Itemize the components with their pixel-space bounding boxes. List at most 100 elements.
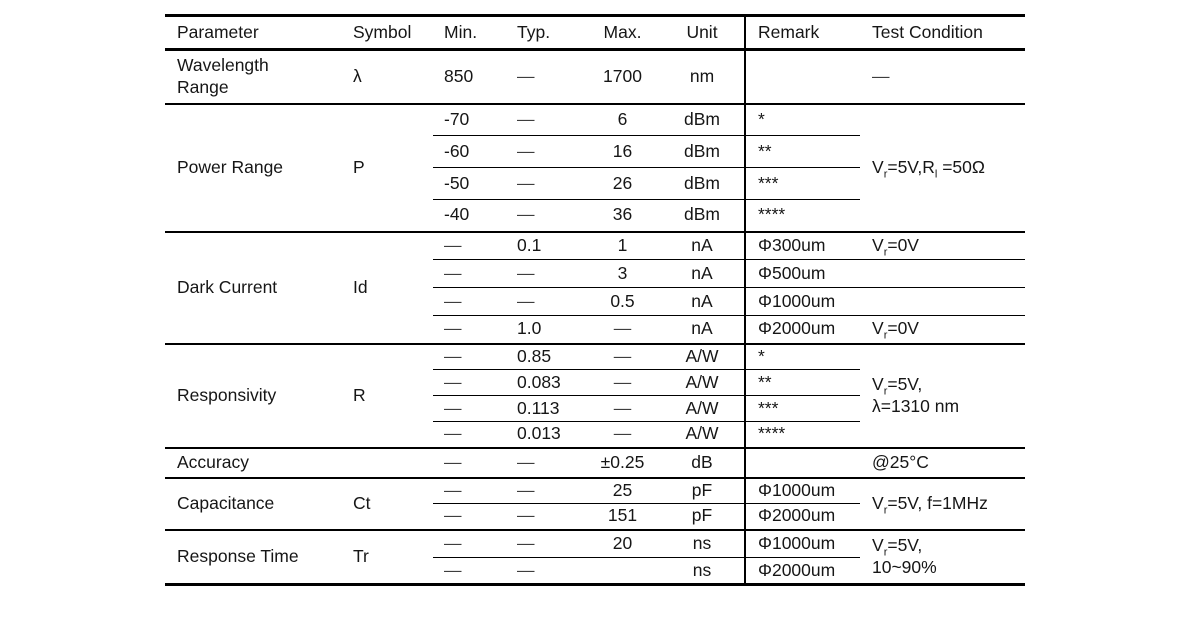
spec-table: Parameter Symbol Min. Typ. Max. Unit Rem…	[165, 14, 1025, 586]
cell-min: -60	[433, 135, 505, 168]
cell-min: —	[433, 446, 505, 478]
cell-symbol-capacitance: Ct	[350, 476, 433, 530]
cell-unit: A/W	[660, 369, 746, 396]
cell-unit: pF	[660, 503, 746, 530]
cell-max: 25	[585, 476, 660, 504]
table-row: Capacitance Ct — — 25 pF Φ1000um Vr=5V, …	[165, 476, 1025, 530]
cell-min: —	[433, 395, 505, 422]
cell-unit: A/W	[660, 421, 746, 448]
cell-max: —	[585, 369, 660, 396]
cell-parameter-wavelength: Wavelength Range	[165, 48, 350, 104]
table-row: Responsivity R — 0.85 — A/W * Vr=5V, λ=1…	[165, 342, 1025, 448]
cell-max: ±0.25	[585, 446, 660, 478]
cell-typ: —	[505, 199, 585, 232]
cell-max	[585, 557, 660, 585]
table-row: Response Time Tr — — 20 ns Φ1000um Vr=5V…	[165, 528, 1025, 585]
cell-remark: Φ1000um	[745, 287, 860, 316]
cell-parameter-dark-current: Dark Current	[165, 230, 350, 344]
cell-min: —	[433, 528, 505, 558]
cell-min: —	[433, 557, 505, 585]
cell-unit: nA	[660, 259, 746, 288]
cell-typ: —	[505, 446, 585, 478]
cell-test-power: Vr=5V,Rl =50Ω	[860, 102, 1025, 232]
cell-unit: ns	[660, 557, 746, 585]
cell-max: —	[585, 421, 660, 448]
cell-unit: A/W	[660, 342, 746, 370]
col-header-parameter: Parameter	[165, 15, 350, 51]
cell-unit: A/W	[660, 395, 746, 422]
cell-max: 3	[585, 259, 660, 288]
cell-min: —	[433, 503, 505, 530]
cell-typ: —	[505, 48, 585, 104]
cell-min: —	[433, 476, 505, 504]
cell-min: —	[433, 421, 505, 448]
cell-typ: 1.0	[505, 315, 585, 344]
cell-remark: Φ2000um	[745, 315, 860, 344]
table-row: — 0.083 — A/W **	[165, 369, 1025, 396]
cell-min: —	[433, 259, 505, 288]
cell-symbol-power: P	[350, 102, 433, 232]
cell-remark: Φ1000um	[745, 476, 860, 504]
cell-parameter-responsivity: Responsivity	[165, 342, 350, 448]
cell-remark: ****	[745, 421, 860, 448]
table-row: Accuracy — — ±0.25 dB @25°C	[165, 446, 1025, 478]
cell-max: —	[585, 315, 660, 344]
col-header-max: Max.	[585, 15, 660, 51]
table-row: — — ns Φ2000um	[165, 557, 1025, 585]
cell-max: 6	[585, 102, 660, 136]
cell-max: 16	[585, 135, 660, 168]
header-row: Parameter Symbol Min. Typ. Max. Unit Rem…	[165, 15, 1025, 51]
cell-typ: —	[505, 259, 585, 288]
table-row: — 0.013 — A/W ****	[165, 421, 1025, 448]
cell-unit: dBm	[660, 135, 746, 168]
col-header-remark: Remark	[745, 15, 860, 51]
cell-test-wavelength: —	[860, 48, 1025, 104]
cell-unit: nm	[660, 48, 746, 104]
cell-max: 0.5	[585, 287, 660, 316]
cell-remark: Φ2000um	[745, 557, 860, 585]
col-header-typ: Typ.	[505, 15, 585, 51]
cell-symbol-response-time: Tr	[350, 528, 433, 585]
cell-unit: nA	[660, 230, 746, 260]
cell-typ: 0.1	[505, 230, 585, 260]
cell-test-dark-3	[860, 287, 1025, 316]
cell-min: —	[433, 369, 505, 396]
table-row: — — 151 pF Φ2000um	[165, 503, 1025, 530]
col-header-min: Min.	[433, 15, 505, 51]
cell-parameter-power: Power Range	[165, 102, 350, 232]
cell-typ: 0.083	[505, 369, 585, 396]
cell-unit: dBm	[660, 167, 746, 200]
cell-min: -70	[433, 102, 505, 136]
cell-test-dark-2	[860, 259, 1025, 288]
col-header-unit: Unit	[660, 15, 746, 51]
cell-typ: 0.013	[505, 421, 585, 448]
cell-unit: nA	[660, 315, 746, 344]
cell-max: 1	[585, 230, 660, 260]
cell-test-dark-4: Vr=0V	[860, 315, 1025, 344]
cell-min: —	[433, 287, 505, 316]
cell-remark: Φ1000um	[745, 528, 860, 558]
cell-symbol-accuracy	[350, 446, 433, 478]
cell-max: —	[585, 342, 660, 370]
cell-typ: 0.85	[505, 342, 585, 370]
cell-unit: dBm	[660, 199, 746, 232]
cell-symbol-responsivity: R	[350, 342, 433, 448]
cell-parameter-capacitance: Capacitance	[165, 476, 350, 530]
table-row: Power Range P -70 — 6 dBm * Vr=5V,Rl =50…	[165, 102, 1025, 232]
table-row: -50 — 26 dBm ***	[165, 167, 1025, 200]
cell-min: -40	[433, 199, 505, 232]
cell-min: —	[433, 230, 505, 260]
cell-test-dark-1: Vr=0V	[860, 230, 1025, 260]
cell-test-response-time: Vr=5V, 10~90%	[860, 528, 1025, 585]
col-header-test-condition: Test Condition	[860, 15, 1025, 51]
table-row: -40 — 36 dBm ****	[165, 199, 1025, 232]
cell-unit: dB	[660, 446, 746, 478]
cell-typ: —	[505, 287, 585, 316]
cell-remark: Φ300um	[745, 230, 860, 260]
cell-max: 151	[585, 503, 660, 530]
table-row: — 1.0 — nA Φ2000um Vr=0V	[165, 315, 1025, 344]
cell-remark: ***	[745, 167, 860, 200]
cell-test-capacitance: Vr=5V, f=1MHz	[860, 476, 1025, 530]
table-row: Dark Current Id — 0.1 1 nA Φ300um Vr=0V	[165, 230, 1025, 344]
cell-symbol-wavelength: λ	[350, 48, 433, 104]
